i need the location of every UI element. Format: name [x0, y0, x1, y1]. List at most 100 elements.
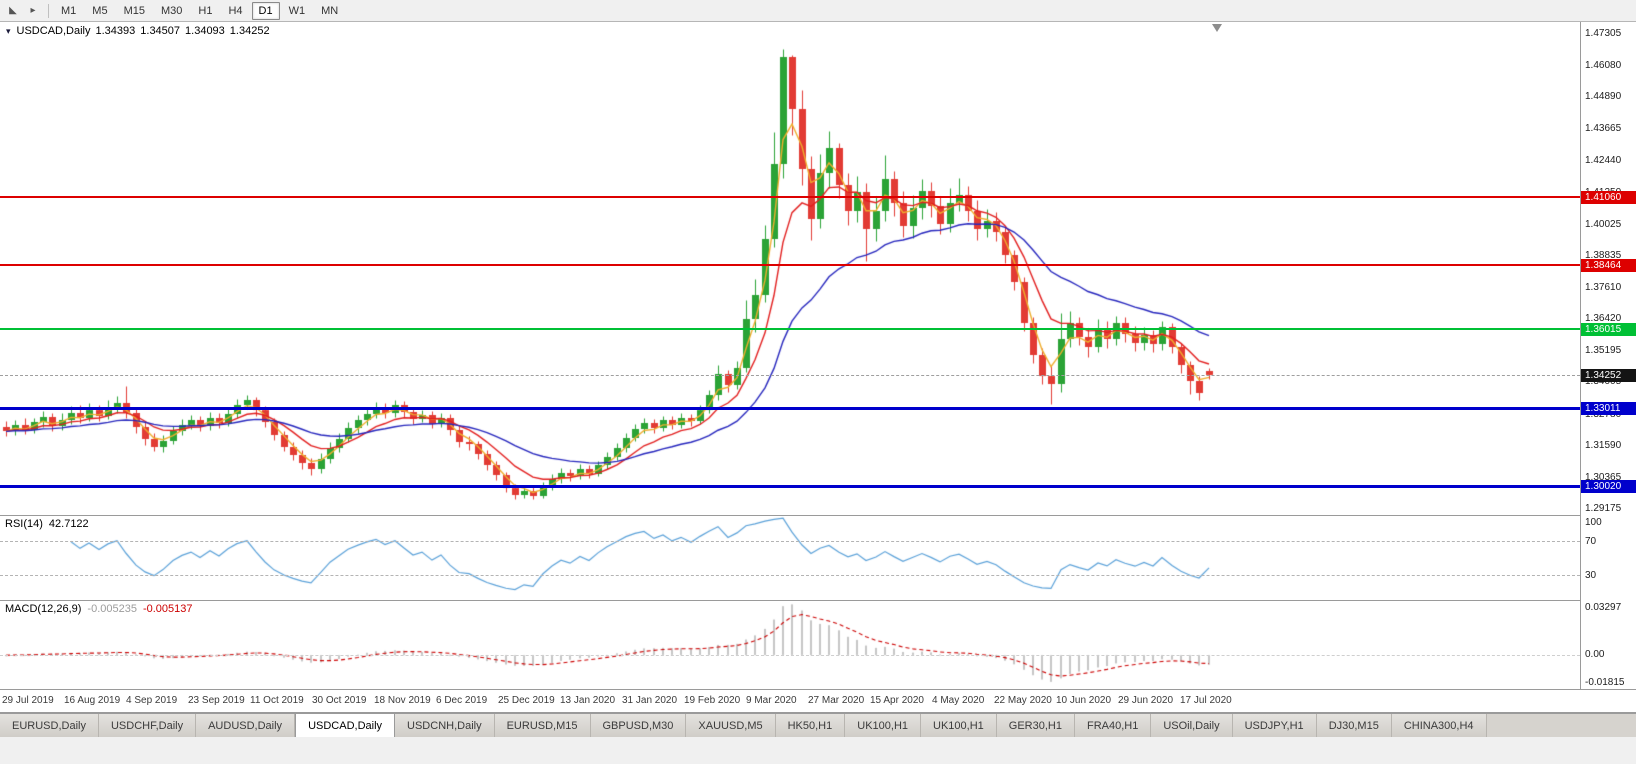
tab-9-uk100-h1[interactable]: UK100,H1	[845, 714, 922, 738]
date-axis[interactable]: 29 Jul 2019 16 Aug 2019 4 Sep 2019 23 Sep 2…	[0, 690, 1636, 713]
chart-shift-marker[interactable]	[1212, 24, 1222, 32]
tab-3-usdcad-daily[interactable]: USDCAD,Daily	[295, 714, 396, 738]
timeframe-toolbar: ◣ ▸ M1 M5 M15 M30 H1 H4 D1 W1 MN	[0, 0, 1636, 22]
chart-menu-icon[interactable]: ▾	[6, 25, 11, 36]
macd-axis-label: 0.00	[1585, 649, 1605, 660]
pane-separator	[0, 689, 1636, 690]
date-label: 13 Jan 2020	[560, 695, 616, 706]
timeframe-m5[interactable]: M5	[92, 4, 108, 17]
auto-scroll-icon[interactable]: ◣	[9, 5, 17, 16]
timeframe-m1[interactable]: M1	[61, 4, 77, 17]
tab-2-audusd-daily[interactable]: AUDUSD,Daily	[196, 714, 296, 738]
tab-4-usdcnh-daily[interactable]: USDCNH,Daily	[395, 714, 495, 738]
date-label: 16 Aug 2019	[64, 695, 121, 706]
timeframe-w1[interactable]: W1	[288, 4, 306, 17]
date-label: 31 Jan 2020	[622, 695, 678, 706]
price-tick: 1.29175	[1585, 503, 1622, 514]
rsi-axis-label: 100	[1585, 517, 1602, 528]
rsi-axis-label: 70	[1585, 536, 1597, 547]
chart-shift-icon[interactable]: ▸	[30, 5, 36, 16]
timeframe-mn[interactable]: MN	[321, 4, 339, 17]
tab-1-usdchf-daily[interactable]: USDCHF,Daily	[98, 714, 197, 738]
timeframe-h4[interactable]: H4	[228, 4, 243, 17]
timeframe-bar: M1 M5 M15 M30 H1 H4 D1 W1 MN	[53, 1, 346, 20]
tab-11-ger30-h1[interactable]: GER30,H1	[996, 714, 1075, 738]
status-bar	[0, 737, 1636, 764]
tab-12-fra40-h1[interactable]: FRA40,H1	[1074, 714, 1152, 738]
price-tick: 1.30365	[1585, 472, 1622, 483]
date-label: 29 Jun 2020	[1118, 695, 1174, 706]
hline-130020[interactable]	[0, 485, 1580, 488]
rsi-axis-label: 30	[1585, 570, 1597, 581]
date-label: 30 Oct 2019	[312, 695, 367, 706]
price-tick: 1.47305	[1585, 28, 1622, 39]
price-tick: 1.36420	[1585, 313, 1622, 324]
tab-14-usdjpy-h1[interactable]: USDJPY,H1	[1232, 714, 1317, 738]
tab-0-eurusd-daily[interactable]: EURUSD,Daily	[0, 714, 99, 738]
hline-136015[interactable]	[0, 328, 1580, 330]
tab-15-dj30-m15[interactable]: DJ30,M15	[1316, 714, 1392, 738]
timeframe-m15[interactable]: M15	[123, 4, 145, 17]
timeframe-m30[interactable]: M30	[160, 4, 183, 17]
tab-6-gbpusd-m30[interactable]: GBPUSD,M30	[590, 714, 687, 738]
rsi-label: RSI(14) 42.7122	[5, 518, 89, 530]
rsi-pane[interactable]: RSI(14) 42.7122	[0, 516, 1580, 600]
close-value: 1.34252	[229, 25, 270, 37]
macd-canvas	[0, 601, 1580, 689]
price-tick: 1.35195	[1585, 345, 1622, 356]
price-tick: 1.31590	[1585, 440, 1622, 451]
price-tick: 1.46080	[1585, 60, 1622, 71]
rsi-canvas	[0, 516, 1580, 600]
current-price-line	[0, 375, 1580, 376]
price-tick: 1.37610	[1585, 282, 1622, 293]
hline-141060[interactable]	[0, 196, 1580, 198]
pane-separator[interactable]	[0, 515, 1636, 516]
tab-8-hk50-h1[interactable]: HK50,H1	[775, 714, 846, 738]
date-label: 19 Feb 2020	[684, 695, 741, 706]
current-price-tag: 1.34252	[1581, 369, 1636, 382]
price-tag-136015: 1.36015	[1581, 323, 1636, 336]
price-tick: 1.44890	[1585, 91, 1622, 102]
tab-10-uk100-h1[interactable]: UK100,H1	[921, 714, 997, 738]
high-value: 1.34507	[140, 25, 181, 37]
date-label: 27 Mar 2020	[808, 695, 865, 706]
timeframe-d1[interactable]: D1	[251, 1, 280, 20]
candlestick-canvas[interactable]	[0, 22, 1580, 515]
date-label: 9 Mar 2020	[746, 695, 797, 706]
date-label: 6 Dec 2019	[436, 695, 488, 706]
date-label: 25 Dec 2019	[498, 695, 555, 706]
date-label: 22 May 2020	[994, 695, 1052, 706]
price-tag-138464: 1.38464	[1581, 259, 1636, 272]
price-tick: 1.38835	[1585, 250, 1622, 261]
rsi-value: 42.7122	[48, 518, 89, 530]
hline-138464[interactable]	[0, 264, 1580, 266]
price-axis[interactable]: 1.473051.460801.448901.436651.424401.412…	[1580, 22, 1636, 689]
price-tick: 1.42440	[1585, 155, 1622, 166]
tab-7-xauusd-m5[interactable]: XAUUSD,M5	[686, 714, 776, 738]
price-tick: 1.43665	[1585, 123, 1622, 134]
macd-axis-label: 0.03297	[1585, 602, 1622, 613]
price-chart-pane[interactable]: ▾ USDCAD,Daily 1.34393 1.34507 1.34093 1…	[0, 22, 1580, 515]
tab-5-eurusd-m15[interactable]: EURUSD,M15	[494, 714, 591, 738]
tab-16-china300-h4[interactable]: CHINA300,H4	[1391, 714, 1487, 738]
timeframe-h1[interactable]: H1	[198, 4, 213, 17]
rsi-level-70	[0, 541, 1580, 542]
date-label: 10 Jun 2020	[1056, 695, 1112, 706]
pane-separator	[0, 712, 1636, 713]
tab-13-usoil-daily[interactable]: USOil,Daily	[1151, 714, 1233, 738]
ohlc-header: ▾ USDCAD,Daily 1.34393 1.34507 1.34093 1…	[6, 25, 270, 37]
price-tag-130020: 1.30020	[1581, 480, 1636, 493]
date-label: 23 Sep 2019	[188, 695, 245, 706]
date-label: 29 Jul 2019	[2, 695, 54, 706]
hline-133011[interactable]	[0, 407, 1580, 410]
date-label: 11 Oct 2019	[250, 695, 304, 706]
pane-separator[interactable]	[0, 600, 1636, 601]
macd-signal-value: -0.005137	[142, 603, 193, 615]
rsi-name: RSI(14)	[5, 518, 43, 530]
macd-pane[interactable]: MACD(12,26,9) -0.005235 -0.005137	[0, 601, 1580, 689]
price-tag-141060: 1.41060	[1581, 191, 1636, 204]
date-label: 17 Jul 2020	[1180, 695, 1232, 706]
date-label: 4 Sep 2019	[126, 695, 178, 706]
open-value: 1.34393	[95, 25, 136, 37]
